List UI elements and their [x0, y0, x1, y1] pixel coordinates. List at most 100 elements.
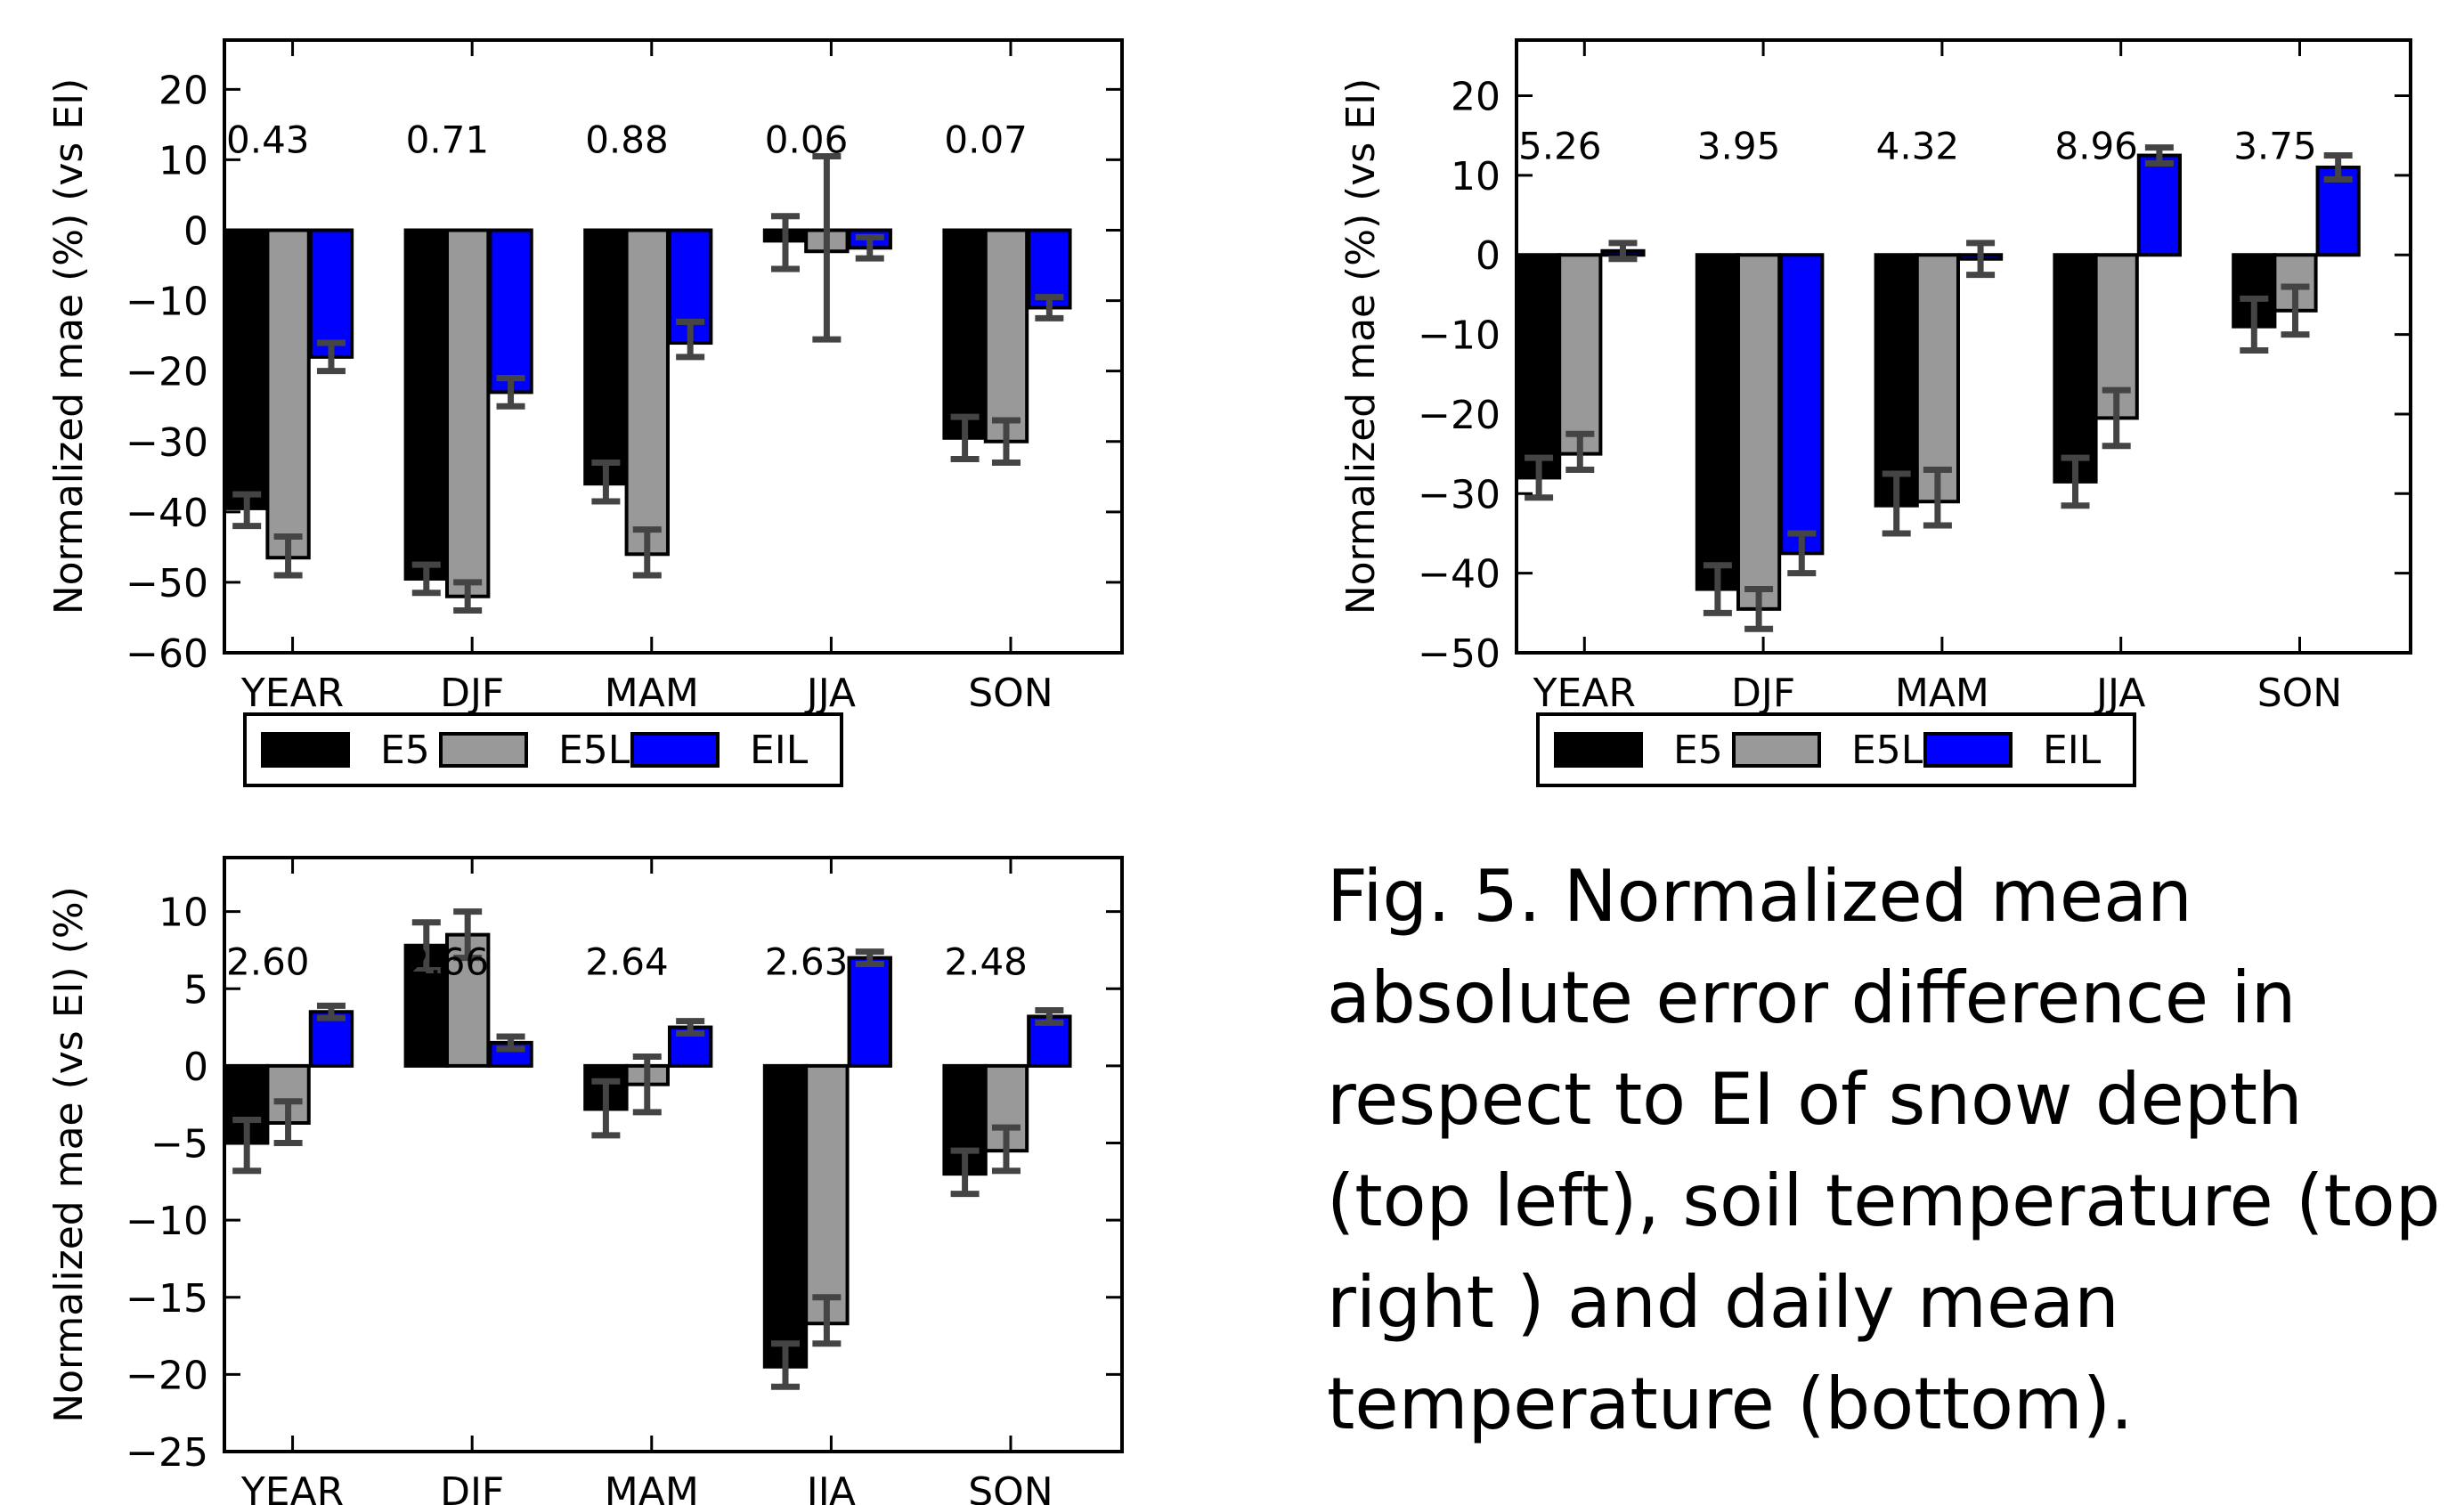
plot-frame — [223, 856, 1124, 1453]
figure-caption: Fig. 5. Normalized mean absolute error d… — [1327, 855, 2441, 1445]
legend-label-e5: E5 — [380, 728, 430, 773]
bar-e5-mam — [1874, 253, 1919, 508]
legend-swatch-eil — [630, 732, 720, 768]
y-tick-label: −25 — [126, 1430, 208, 1476]
y-tick-label: −15 — [126, 1276, 208, 1322]
errorbar-eil-son — [1035, 294, 1064, 321]
errorbar-eil-djf — [1787, 530, 1817, 577]
y-tick-label: −10 — [126, 280, 208, 325]
errorbar-e5-djf — [411, 919, 441, 973]
top-value-label: 0.88 — [585, 118, 669, 161]
top-value-label: 2.63 — [765, 940, 849, 984]
errorbar-e5-jja — [770, 213, 800, 273]
top-value-label: 5.26 — [1518, 125, 1602, 168]
legend-frame — [243, 712, 843, 787]
top-value-label: 8.96 — [2054, 125, 2138, 168]
errorbar-e5-jja — [2061, 454, 2090, 509]
y-tick-label: −40 — [126, 491, 208, 536]
errorbar-eil-jja — [855, 948, 884, 968]
bar-e5l-jja — [804, 1063, 850, 1326]
errorbar-e5l-son — [991, 417, 1021, 466]
bar-eil-year — [308, 228, 354, 359]
errorbar-eil-mam — [676, 1018, 705, 1037]
bar-eil-jja — [847, 956, 892, 1068]
y-tick-label: 20 — [159, 68, 208, 113]
y-tick-label: 10 — [159, 891, 208, 936]
y-tick-label: −20 — [1418, 393, 1500, 438]
x-tick-label: DJF — [1731, 671, 1795, 716]
y-axis-label: Normalized mae (%) (vs EI) — [46, 78, 92, 615]
errorbar-eil-mam — [1966, 240, 1996, 279]
x-tick-label: YEAR — [240, 1469, 344, 1505]
top-value-label: 2.48 — [944, 940, 1028, 984]
bar-e5-djf — [403, 228, 449, 581]
y-tick-label: −10 — [126, 1199, 208, 1244]
bar-e5l-year — [265, 228, 311, 560]
top-value-label: 2.60 — [226, 940, 310, 984]
legend-label-e5: E5 — [1673, 728, 1723, 773]
x-tick-label: DJF — [440, 1469, 504, 1505]
bar-e5-jja — [2053, 253, 2098, 484]
y-tick-label: −30 — [1418, 472, 1500, 517]
bar-e5-mam — [583, 228, 629, 486]
errorbar-eil-year — [1608, 240, 1638, 263]
legend-label-e5l: E5L — [1851, 728, 1923, 773]
errorbar-e5l-djf — [1744, 586, 1774, 632]
errorbar-eil-djf — [496, 375, 525, 410]
chart-bottom-daily-mean-temperature: −25 −20 −15 −10 −5 0 5 10 YEAR 2.60 DJF 2.66 MAM 2.64… — [46, 856, 1124, 1505]
errorbar-e5-djf — [1703, 562, 1732, 616]
bar-e5-year — [224, 228, 270, 510]
legend-swatch-eil — [1923, 732, 2013, 768]
bar-e5l-son — [983, 228, 1029, 443]
y-tick-label: 5 — [183, 967, 208, 1013]
errorbar-e5-year — [232, 491, 262, 530]
x-tick-label: SON — [968, 1469, 1053, 1505]
bar-eil-djf — [488, 228, 533, 395]
chart-top-right-soil-temperature: −50 −40 −30 −20 −10 0 10 20 YEAR 5.26 DJF 3.95 MAM 4.… — [1338, 38, 2412, 787]
errorbar-eil-son — [2323, 152, 2353, 183]
plot-frame — [223, 38, 1124, 655]
x-tick-label: YEAR — [240, 671, 344, 716]
legend-swatch-e5 — [1554, 732, 1643, 768]
errorbar-e5-son — [950, 1147, 980, 1198]
top-value-label: 3.75 — [2233, 125, 2317, 168]
bar-eil-djf — [1779, 253, 1825, 556]
errorbar-e5-djf — [411, 561, 441, 597]
top-value-label: 2.64 — [585, 940, 669, 984]
errorbar-eil-year — [316, 339, 346, 375]
bar-eil-jja — [2136, 153, 2182, 257]
bar-e5-son — [942, 228, 988, 440]
errorbar-e5-mam — [591, 459, 621, 505]
y-tick-label: −10 — [1418, 313, 1500, 359]
errorbar-e5l-jja — [812, 152, 842, 343]
y-tick-label: −30 — [126, 420, 208, 466]
errorbar-eil-son — [1035, 1007, 1064, 1026]
legend-swatch-e5l — [1732, 732, 1821, 768]
y-tick-label: −50 — [1418, 631, 1500, 677]
errorbar-e5-year — [1525, 454, 1554, 501]
errorbar-e5l-mam — [632, 1053, 662, 1116]
top-value-label: 4.32 — [1876, 125, 1960, 168]
errorbar-e5l-jja — [2102, 386, 2131, 450]
legend-label-e5l: E5L — [558, 728, 630, 773]
x-tick-label: DJF — [440, 671, 504, 716]
errorbar-e5l-djf — [453, 579, 483, 614]
errorbar-e5l-son — [991, 1124, 1021, 1175]
y-tick-label: 0 — [1476, 233, 1500, 279]
errorbar-e5l-djf — [453, 908, 483, 962]
x-tick-label: YEAR — [1533, 671, 1636, 716]
errorbar-eil-jja — [855, 233, 884, 262]
plot-frame — [1515, 38, 2412, 655]
y-tick-label: 0 — [183, 1045, 208, 1090]
errorbar-e5l-year — [1565, 430, 1595, 473]
chart-top-left-snow-depth: −60 −50 −40 −30 −20 −10 0 10 20 YEAR 0.43 DJF 0.71 MA… — [46, 38, 1124, 787]
legend: E5 E5L EIL — [1536, 712, 2136, 787]
y-tick-label: −20 — [126, 350, 208, 395]
top-value-label: 0.07 — [944, 118, 1028, 161]
legend-swatch-e5 — [261, 732, 350, 768]
y-tick-label: −20 — [126, 1353, 208, 1398]
y-tick-label: −5 — [150, 1122, 208, 1167]
y-tick-label: −50 — [126, 561, 208, 606]
top-value-label: 3.95 — [1697, 125, 1781, 168]
